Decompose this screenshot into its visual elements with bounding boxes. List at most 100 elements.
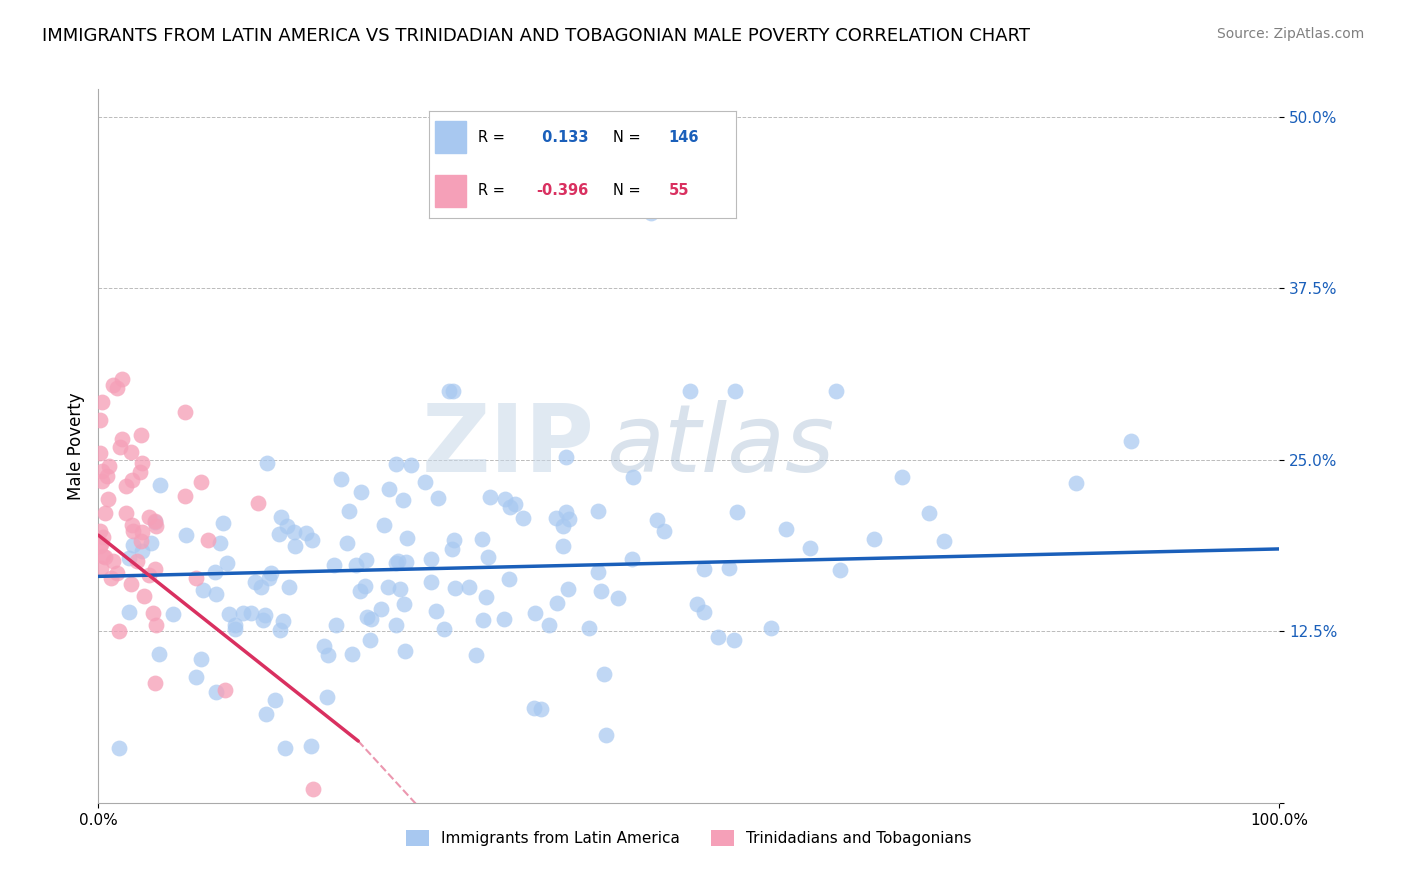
Point — [252, 613, 274, 627]
Point — [283, 525, 305, 540]
Point — [131, 544, 153, 558]
Point — [224, 617, 246, 632]
Point — [121, 538, 143, 552]
Point — [551, 519, 574, 533]
Point — [129, 428, 152, 442]
Point — [129, 466, 152, 480]
Point — [557, 511, 579, 525]
Point — [271, 614, 294, 628]
Point — [498, 572, 520, 586]
Point — [96, 468, 118, 483]
Point — [98, 459, 121, 474]
Point — [425, 604, 447, 618]
Point — [243, 575, 266, 590]
Point — [173, 405, 195, 419]
Point — [586, 565, 609, 579]
Point — [323, 558, 346, 573]
Point — [413, 475, 436, 490]
Point — [90, 395, 112, 409]
Point — [440, 542, 463, 557]
Point — [503, 497, 526, 511]
Point — [204, 565, 226, 579]
Point — [325, 617, 347, 632]
Point — [259, 571, 281, 585]
Point — [471, 613, 494, 627]
Point — [370, 602, 392, 616]
Point — [91, 530, 114, 544]
Point — [439, 384, 461, 398]
Point — [1119, 434, 1142, 449]
Point — [314, 639, 336, 653]
Point — [94, 506, 117, 520]
Point — [392, 597, 415, 611]
Point — [89, 413, 111, 427]
Point — [523, 701, 546, 715]
Point — [284, 539, 307, 553]
Point — [256, 456, 278, 470]
Point — [190, 651, 212, 665]
Point — [269, 623, 291, 637]
Point — [254, 707, 277, 722]
Point — [224, 622, 246, 636]
Point — [129, 533, 152, 548]
Point — [359, 632, 381, 647]
Point — [274, 740, 297, 755]
Point — [586, 504, 609, 518]
Point — [253, 607, 276, 622]
Point — [360, 612, 382, 626]
Point — [209, 535, 232, 549]
Point — [232, 606, 254, 620]
Point — [828, 563, 851, 577]
Point — [269, 526, 291, 541]
Point — [211, 516, 233, 530]
Point — [419, 574, 441, 589]
Point — [131, 456, 153, 470]
Point — [621, 552, 644, 566]
Point — [205, 587, 228, 601]
Point — [107, 740, 129, 755]
Point — [90, 561, 112, 575]
Point — [295, 525, 318, 540]
Point — [132, 589, 155, 603]
Point — [121, 473, 143, 487]
Point — [477, 549, 499, 564]
Text: atlas: atlas — [606, 401, 835, 491]
Point — [276, 519, 298, 533]
Point — [141, 536, 163, 550]
Point — [394, 644, 416, 658]
Point — [174, 490, 197, 504]
Point — [523, 606, 546, 620]
Point — [94, 550, 117, 565]
Point — [934, 534, 956, 549]
Point — [127, 554, 149, 568]
Point — [389, 582, 412, 596]
Text: IMMIGRANTS FROM LATIN AMERICA VS TRINIDADIAN AND TOBAGONIAN MALE POVERTY CORRELA: IMMIGRANTS FROM LATIN AMERICA VS TRINIDA… — [42, 27, 1031, 45]
Point — [395, 556, 418, 570]
Point — [652, 524, 675, 539]
Point — [589, 583, 612, 598]
Point — [191, 582, 214, 597]
Point — [555, 450, 578, 465]
Point — [529, 702, 551, 716]
Point — [444, 582, 467, 596]
Point — [918, 506, 941, 520]
Point — [302, 781, 325, 796]
Point — [143, 562, 166, 576]
Point — [679, 384, 702, 398]
Point — [537, 617, 560, 632]
Point — [89, 445, 111, 459]
Text: Source: ZipAtlas.com: Source: ZipAtlas.com — [1216, 27, 1364, 41]
Point — [108, 440, 131, 454]
Point — [278, 580, 301, 594]
Point — [105, 566, 128, 580]
Legend: Immigrants from Latin America, Trinidadians and Tobagonians: Immigrants from Latin America, Trinidadi… — [401, 824, 977, 852]
Point — [138, 568, 160, 582]
Point — [89, 539, 111, 553]
Point — [621, 469, 644, 483]
Point — [443, 533, 465, 547]
Point — [433, 622, 456, 636]
Point — [759, 621, 782, 635]
Point — [373, 517, 395, 532]
Point — [499, 500, 522, 514]
Point — [148, 647, 170, 661]
